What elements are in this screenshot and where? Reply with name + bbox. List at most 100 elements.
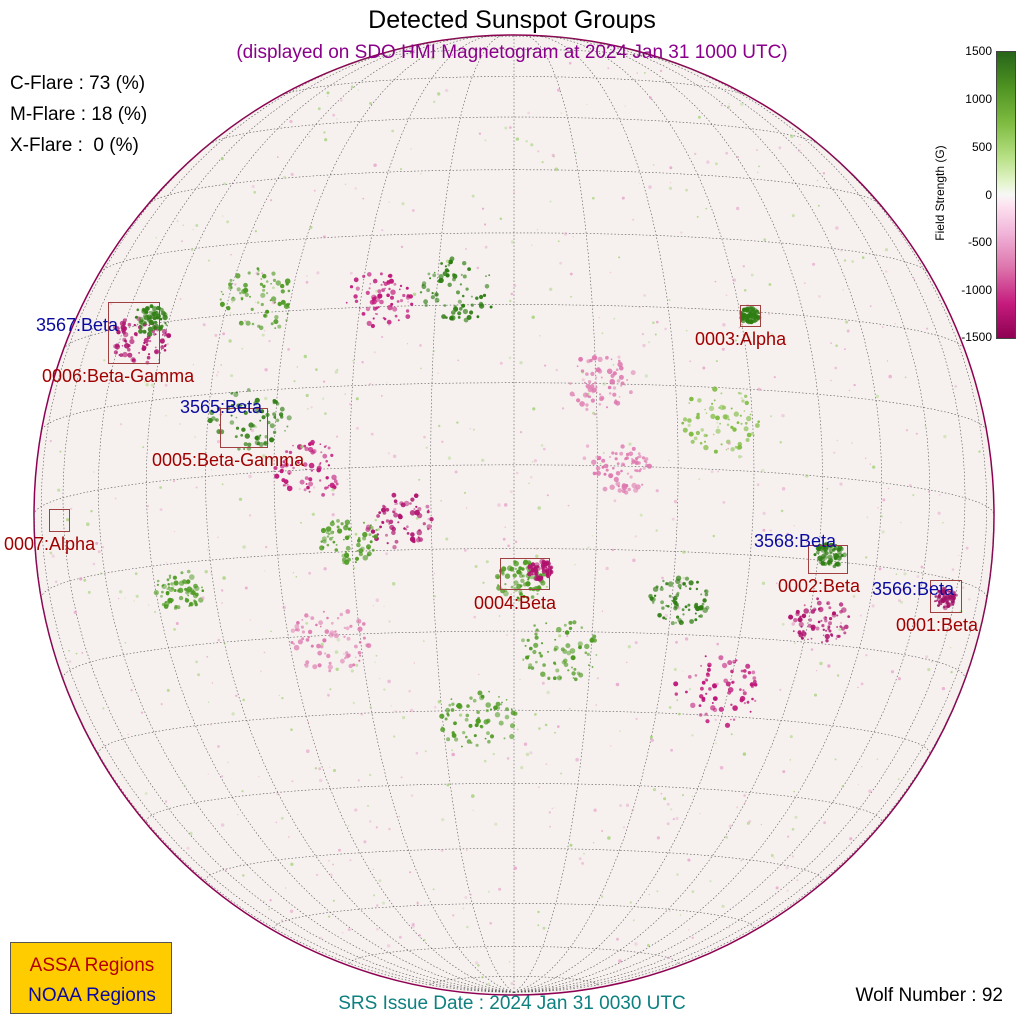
magnetic-patch — [592, 471, 597, 476]
magnetic-patch — [425, 504, 430, 509]
magnetic-speckle — [682, 670, 684, 672]
magnetic-patch — [944, 598, 949, 602]
magnetic-speckle — [309, 226, 313, 230]
magnetic-patch — [343, 552, 350, 558]
magnetic-patch — [265, 309, 270, 314]
magnetic-patch — [247, 271, 251, 275]
magnetic-speckle — [681, 623, 683, 625]
magnetic-patch — [260, 278, 263, 280]
magnetic-patch — [317, 663, 322, 668]
magnetic-patch — [230, 286, 233, 289]
magnetic-patch — [682, 613, 685, 616]
magnetic-speckle — [114, 497, 117, 500]
magnetic-patch — [690, 702, 696, 708]
magnetic-speckle — [642, 343, 646, 348]
magnetic-speckle — [514, 540, 518, 543]
magnetic-patch — [383, 281, 388, 286]
magnetic-speckle — [865, 654, 868, 657]
region-box-0004[interactable] — [500, 558, 550, 590]
region-box-0006[interactable] — [108, 302, 160, 364]
magnetic-speckle — [903, 572, 907, 576]
region-box-0003[interactable] — [740, 305, 761, 327]
magnetic-speckle — [920, 565, 924, 569]
magnetic-speckle — [926, 327, 929, 330]
magnetic-patch — [718, 655, 724, 661]
magnetic-patch — [572, 620, 577, 625]
magnetic-patch — [462, 731, 466, 735]
magnetic-patch — [488, 690, 490, 693]
magnetic-patch — [816, 600, 822, 606]
magnetic-speckle — [778, 146, 782, 150]
magnetic-patch — [740, 669, 744, 673]
magnetic-speckle — [310, 226, 313, 229]
magnetic-patch — [243, 410, 248, 415]
region-box-0002[interactable] — [808, 545, 848, 574]
magnetic-speckle — [656, 320, 659, 324]
magnetic-patch — [521, 574, 525, 578]
magnetic-speckle — [549, 287, 553, 291]
magnetic-patch — [644, 457, 649, 461]
magnetic-patch — [521, 567, 525, 571]
magnetic-patch — [595, 369, 599, 373]
magnetic-patch — [707, 662, 712, 668]
magnetic-patch — [379, 272, 383, 276]
magnetic-speckle — [83, 578, 87, 582]
magnetic-speckle — [268, 339, 271, 343]
magnetic-patch — [410, 497, 415, 502]
magnetic-patch — [839, 625, 842, 628]
magnetic-patch — [153, 326, 157, 331]
magnetic-speckle — [528, 482, 530, 484]
magnetic-speckle — [574, 563, 576, 566]
magnetic-patch — [254, 397, 260, 403]
magnetic-speckle — [861, 766, 863, 768]
magnetic-patch — [841, 607, 847, 613]
magnetic-speckle — [408, 689, 411, 693]
magnetic-patch — [185, 580, 191, 585]
magnetic-speckle — [66, 545, 69, 548]
magnetic-patch — [710, 413, 716, 419]
magnetic-patch — [379, 299, 384, 305]
magnetic-patch — [732, 705, 738, 711]
magnetic-patch — [319, 462, 322, 464]
magnetic-speckle — [223, 182, 227, 186]
magnetic-patch — [687, 603, 691, 607]
magnetic-speckle — [363, 840, 367, 844]
magnetic-speckle — [373, 894, 376, 897]
magnetic-patch — [169, 598, 174, 603]
magnetic-patch — [461, 303, 466, 308]
magnetic-patch — [279, 463, 285, 469]
magnetic-patch — [699, 441, 703, 445]
region-box-0005[interactable] — [220, 408, 268, 448]
magnetic-speckle — [334, 370, 338, 374]
magnetic-speckle — [116, 271, 118, 273]
magnetic-patch — [668, 594, 672, 598]
region-box-0007[interactable] — [49, 509, 70, 532]
magnetic-speckle — [508, 356, 512, 360]
magnetic-patch — [312, 664, 318, 670]
magnetic-patch — [333, 633, 339, 639]
magnetic-speckle — [192, 364, 195, 366]
magnetic-patch — [723, 414, 730, 420]
magnetic-patch — [273, 319, 279, 325]
magnetic-patch — [726, 423, 730, 427]
magnetic-speckle — [641, 332, 645, 336]
magnetic-patch — [739, 414, 742, 417]
magnetic-speckle — [791, 828, 795, 831]
magnetic-speckle — [567, 646, 570, 649]
magnetic-patch — [438, 274, 444, 280]
magnetic-speckle — [570, 295, 572, 298]
magnetic-speckle — [537, 506, 541, 510]
magnetic-speckle — [499, 361, 503, 365]
magnetic-speckle — [86, 522, 90, 526]
magnetic-speckle — [791, 214, 795, 218]
magnetic-speckle — [541, 681, 545, 685]
magnetic-patch — [540, 580, 546, 586]
magnetic-patch — [821, 624, 825, 628]
magnetic-speckle — [183, 784, 187, 788]
region-box-0001[interactable] — [930, 580, 962, 613]
magnetic-speckle — [965, 546, 969, 550]
magnetic-speckle — [255, 301, 257, 303]
magnetic-patch — [457, 703, 463, 710]
magnetic-patch — [305, 638, 310, 642]
magnetic-speckle — [465, 507, 468, 509]
